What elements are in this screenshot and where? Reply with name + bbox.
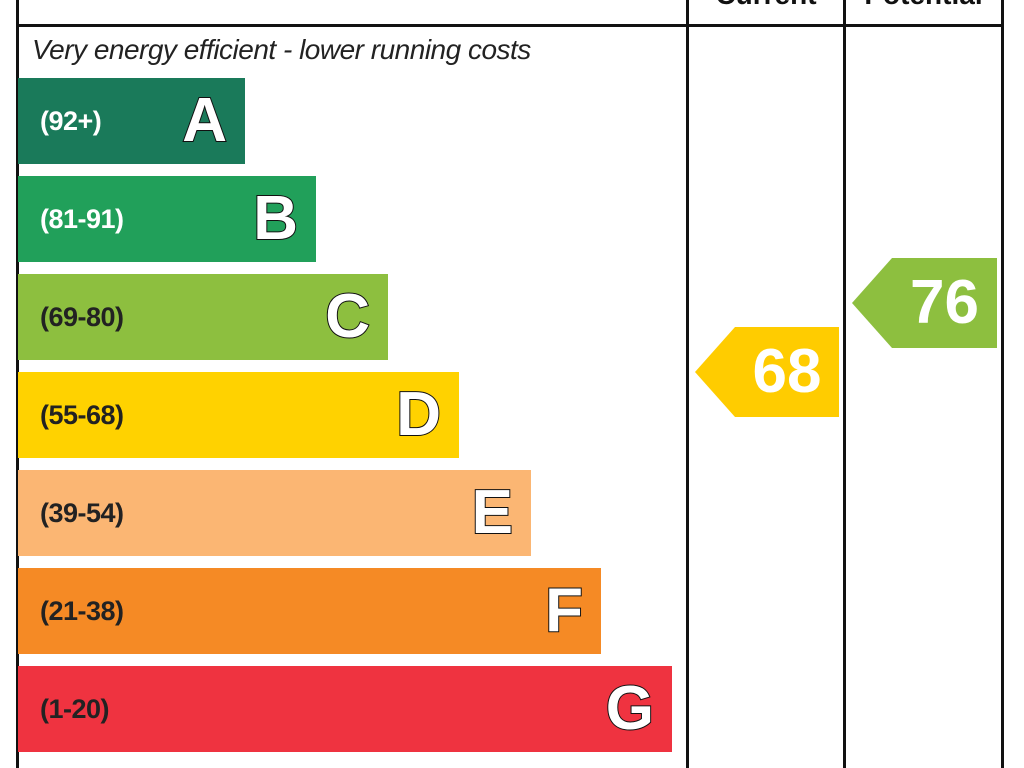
band-c: (69-80) C xyxy=(18,274,388,360)
band-letter-label: B xyxy=(252,183,299,254)
band-g: (1-20) G xyxy=(18,666,672,752)
band-range-label: (21-38) xyxy=(40,596,124,626)
band-letter-label: G xyxy=(605,673,655,744)
band-letter-label: D xyxy=(395,379,442,450)
chart-subtitle: Very energy efficient - lower running co… xyxy=(32,34,531,65)
band-e: (39-54) E xyxy=(18,470,531,556)
band-letter-label: C xyxy=(324,281,371,352)
band-letter-label: A xyxy=(181,85,228,156)
current-rating-arrow: 68 xyxy=(695,327,839,417)
current-rating-arrow-value: 68 xyxy=(752,337,822,406)
band-letter-label: F xyxy=(544,575,584,646)
frame-right-line xyxy=(1001,0,1004,768)
band-d: (55-68) D xyxy=(18,372,459,458)
band-range-label: (69-80) xyxy=(40,302,124,332)
band-f: (21-38) F xyxy=(18,568,601,654)
band-letter-label: E xyxy=(471,477,514,548)
potential-rating-arrow-value: 76 xyxy=(910,268,979,337)
current-rating-arrow-polygon xyxy=(695,327,839,417)
band-range-label: (1-20) xyxy=(40,694,110,724)
band-range-label: (92+) xyxy=(40,106,102,136)
band-range-label: (39-54) xyxy=(40,498,124,528)
frame-left-line xyxy=(16,0,19,768)
frame-top-line xyxy=(16,24,1004,27)
potential-rating-arrow-polygon xyxy=(852,258,997,348)
frame-divider-current xyxy=(686,0,689,768)
band-b: (81-91) B xyxy=(18,176,316,262)
column-header-current: Current xyxy=(689,0,843,8)
current-rating-arrow-shape xyxy=(695,327,839,417)
band-a: (92+) A xyxy=(18,78,245,164)
band-range-label: (81-91) xyxy=(40,204,124,234)
column-header-potential: Potential xyxy=(846,0,1001,8)
potential-rating-arrow-shape xyxy=(852,258,997,348)
frame-divider-potential xyxy=(843,0,846,768)
band-range-label: (55-68) xyxy=(40,400,124,430)
potential-rating-arrow: 76 xyxy=(852,258,997,348)
